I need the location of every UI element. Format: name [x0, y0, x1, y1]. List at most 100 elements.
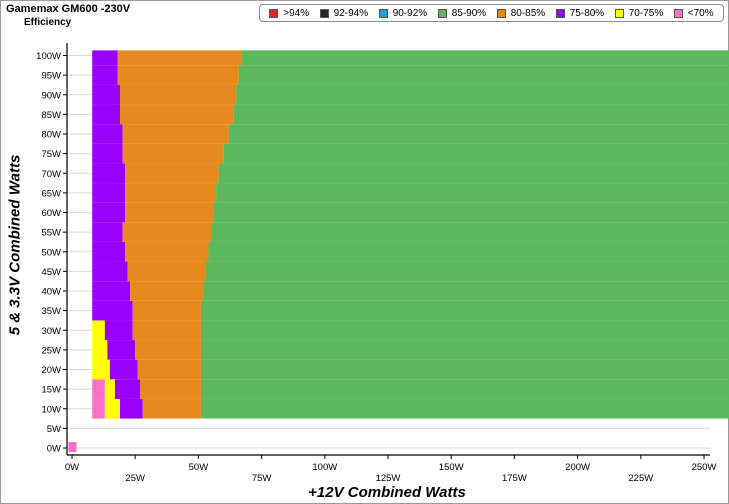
efficiency-cell: [92, 84, 121, 105]
efficiency-cell: [109, 359, 138, 380]
legend-label: 85-90%: [451, 7, 487, 19]
legend-label: 75-80%: [569, 7, 605, 19]
efficiency-cell: [135, 340, 201, 360]
efficiency-cell: [130, 281, 204, 301]
efficiency-cell: [92, 261, 128, 282]
efficiency-cell: [211, 222, 729, 242]
legend-item: 90-92%: [378, 7, 428, 19]
efficiency-cell: [92, 50, 118, 66]
efficiency-cell: [92, 241, 126, 262]
efficiency-cell: [125, 183, 217, 203]
efficiency-cell: [117, 65, 239, 85]
efficiency-cell: [92, 222, 123, 242]
y-tick-label: 30W: [41, 326, 61, 337]
legend-swatch: [673, 8, 683, 18]
efficiency-cell: [92, 340, 108, 360]
efficiency-cell: [238, 65, 729, 85]
legend-swatch: [437, 8, 447, 18]
legend-swatch: [378, 8, 388, 18]
legend-label: 92-94%: [333, 7, 369, 19]
x-tick-label: 150W: [439, 462, 464, 473]
efficiency-cell: [200, 379, 729, 399]
efficiency-cell: [125, 241, 209, 262]
x-tick-label: 25W: [125, 473, 145, 484]
efficiency-cell: [218, 163, 729, 184]
efficiency-cell: [92, 65, 118, 85]
y-tick-label: 45W: [41, 267, 61, 278]
y-tick-label: 15W: [41, 385, 61, 396]
x-tick-label: 50W: [189, 462, 209, 473]
efficiency-cell: [200, 320, 729, 341]
y-tick-label: 90W: [41, 90, 61, 101]
efficiency-cell: [107, 340, 136, 360]
efficiency-cell: [241, 50, 729, 66]
legend-item: >94%: [269, 8, 309, 19]
efficiency-cell: [92, 300, 133, 321]
chart-title: Gamemax GM600 -230V: [6, 3, 131, 15]
legend-swatch: [496, 8, 506, 18]
x-tick-label: 250W: [692, 462, 717, 473]
y-tick-label: 40W: [41, 287, 61, 298]
y-tick-label: 95W: [41, 71, 61, 82]
efficiency-cell: [104, 320, 133, 341]
efficiency-cell: [200, 300, 729, 321]
y-tick-label: 25W: [41, 345, 61, 356]
y-tick-label: 100W: [36, 51, 61, 62]
efficiency-cell: [223, 143, 729, 164]
efficiency-cell: [228, 124, 729, 144]
efficiency-cell: [92, 379, 105, 399]
y-tick-label: 20W: [41, 365, 61, 376]
efficiency-cell: [140, 379, 201, 399]
legend-item: 80-85%: [496, 7, 546, 19]
chart-legend: >94% 92-94% 90-92% 85-90% 80-85% 75-80% 70-75%…: [259, 4, 724, 22]
efficiency-cell: [216, 183, 729, 203]
y-tick-label: 35W: [41, 306, 61, 317]
efficiency-cell: [200, 340, 729, 360]
x-tick-label: 175W: [502, 473, 527, 484]
efficiency-cell: [127, 261, 206, 282]
efficiency-cell: [117, 50, 242, 66]
efficiency-cell: [233, 104, 729, 125]
legend-label: >94%: [283, 7, 310, 19]
y-tick-label: 10W: [41, 404, 61, 415]
x-tick-label: 0W: [65, 462, 79, 473]
efficiency-cell: [92, 202, 126, 223]
efficiency-cell: [120, 104, 234, 125]
efficiency-cell: [92, 320, 105, 341]
efficiency-cell: [125, 163, 219, 184]
efficiency-cell: [92, 281, 131, 301]
efficiency-cell: [213, 202, 729, 223]
x-tick-label: 225W: [628, 473, 653, 484]
x-tick-label: 125W: [376, 473, 401, 484]
efficiency-cell: [120, 398, 143, 419]
efficiency-cell: [92, 398, 105, 419]
legend-item: 75-80%: [555, 7, 605, 19]
chart-subtitle: Efficiency: [24, 17, 72, 28]
legend-item: <70%: [673, 8, 714, 19]
efficiency-cell: [120, 84, 237, 105]
y-tick-label: 50W: [41, 247, 61, 258]
efficiency-cell: [92, 183, 126, 203]
legend-label: 90-92%: [392, 7, 428, 19]
efficiency-cell: [104, 379, 115, 399]
y-tick-label: 55W: [41, 228, 61, 239]
efficiency-cell: [203, 281, 729, 301]
efficiency-cell: [142, 398, 201, 419]
efficiency-cell: [205, 261, 729, 282]
efficiency-cell: [122, 222, 212, 242]
y-tick-label: 85W: [41, 110, 61, 121]
efficiency-cell: [208, 241, 729, 262]
y-tick-label: 70W: [41, 169, 61, 180]
efficiency-cell: [200, 398, 729, 419]
legend-label: 80-85%: [510, 7, 546, 19]
efficiency-cell: [92, 124, 123, 144]
x-tick-label: 200W: [565, 462, 590, 473]
y-tick-label: 0W: [47, 444, 61, 455]
efficiency-cell: [122, 124, 229, 144]
legend-swatch: [319, 8, 329, 18]
legend-swatch: [269, 8, 279, 18]
y-tick-label: 60W: [41, 208, 61, 219]
efficiency-cell: [137, 359, 201, 380]
legend-swatch: [555, 8, 565, 18]
